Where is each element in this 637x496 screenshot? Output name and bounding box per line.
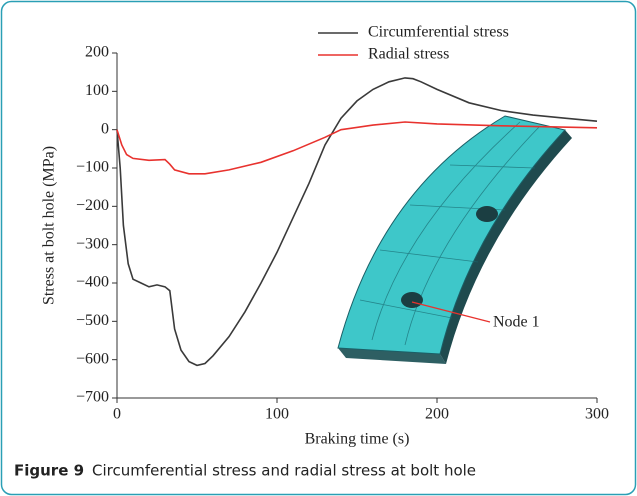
y-tick-label: −600 [76, 350, 109, 367]
x-tick-label: 300 [585, 406, 609, 423]
annotation: Node 1 [493, 314, 540, 331]
y-tick-label: −300 [76, 235, 109, 252]
y-tick-label: −700 [76, 389, 109, 406]
chart: Node 1 Figure 9 Circumferential stress a… [0, 0, 637, 496]
x-tick-label: 100 [265, 406, 289, 423]
caption: Circumferential stress and radial stress… [92, 462, 476, 480]
legend-label: Circumferential stress [368, 24, 509, 41]
y-tick-label: −100 [76, 159, 109, 176]
figure: Node 1 Figure 9 Circumferential stress a… [0, 0, 637, 496]
y-tick-label: 100 [85, 82, 109, 99]
x-tick-label: 0 [113, 406, 121, 423]
y-axis-label: Stress at bolt hole (MPa) [41, 146, 58, 305]
y-tick-label: 0 [101, 120, 109, 137]
figure-label: Figure 9 [14, 462, 84, 480]
x-axis-label: Braking time (s) [305, 431, 410, 448]
x-tick-label: 200 [425, 406, 449, 423]
y-tick-label: −500 [76, 312, 109, 329]
y-tick-label: 200 [85, 44, 109, 61]
y-tick-label: −400 [76, 274, 109, 291]
y-tick-label: −200 [76, 197, 109, 214]
legend-label: Radial stress [368, 46, 449, 63]
